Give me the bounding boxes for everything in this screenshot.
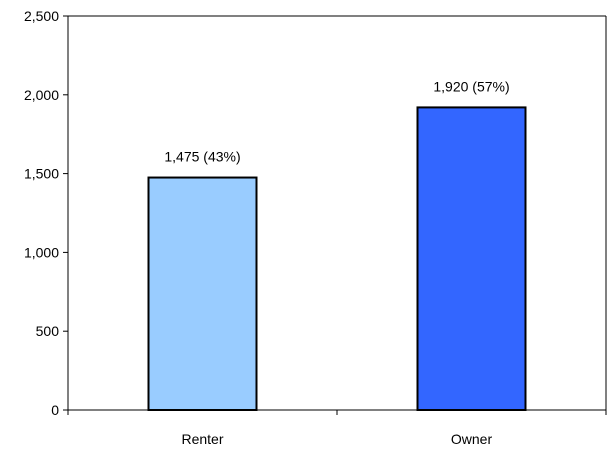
- y-tick-label: 2,500: [24, 8, 59, 24]
- bar-owner: [416, 106, 527, 412]
- x-tick-label-renter: Renter: [181, 431, 223, 447]
- data-label-renter: 1,475 (43%): [164, 149, 240, 165]
- y-tick-label: 500: [36, 323, 60, 339]
- y-tick-label: 0: [51, 402, 59, 418]
- y-tick-label: 1,500: [24, 166, 59, 182]
- bar-renter: [147, 176, 258, 411]
- bars: [147, 106, 527, 412]
- y-tick-label: 2,000: [24, 87, 59, 103]
- x-tick-label-owner: Owner: [451, 431, 493, 447]
- data-label-owner: 1,920 (57%): [433, 78, 509, 94]
- y-tick-label: 1,000: [24, 244, 59, 260]
- labels: 1,475 (43%) Renter 1,920 (57%) Owner: [164, 78, 509, 447]
